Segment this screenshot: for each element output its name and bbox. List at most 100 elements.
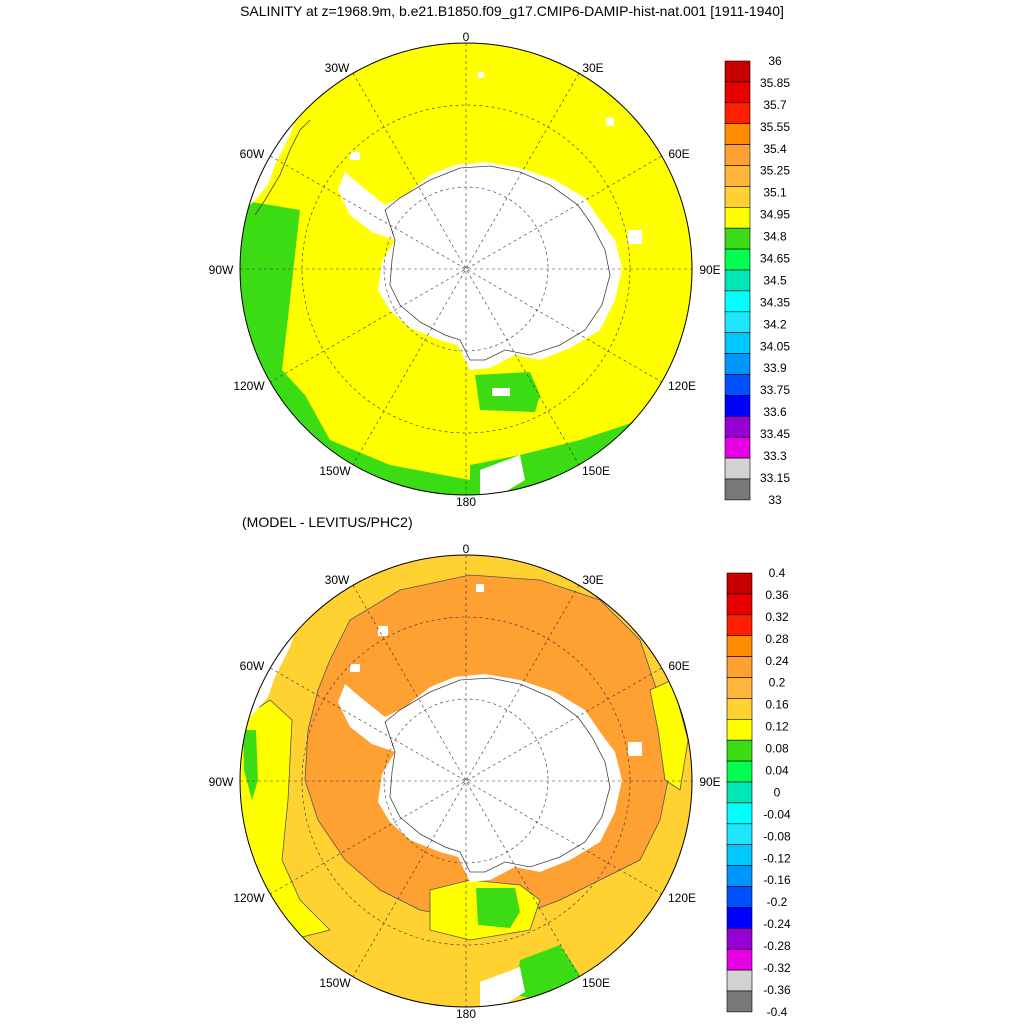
salinity-colorbar-label: 33.9 <box>763 361 787 375</box>
difference-colorbar-label: -0.36 <box>763 983 791 997</box>
salinity-colorbar-label: 33.75 <box>760 383 790 397</box>
lon-label-90w: 90W <box>209 775 234 789</box>
salinity-colorbar-label: 34.05 <box>760 339 790 353</box>
lon-label-30w: 30W <box>325 573 350 587</box>
salinity-colorbar-label: 33.15 <box>760 471 790 485</box>
difference-colorbar-swatch <box>726 593 753 616</box>
salinity-colorbar-swatch <box>724 436 751 459</box>
difference-map: 0 30E 60E 90E 120E 150E 180 150W 120W 90… <box>209 542 721 1021</box>
coastline <box>384 677 611 873</box>
difference-colorbar-label: 0 <box>774 785 781 799</box>
lon-label-90e: 90E <box>699 263 720 277</box>
salinity-colorbar-swatch <box>724 269 751 292</box>
salinity-colorbar-label: 35.85 <box>760 76 790 90</box>
lon-label-120w: 120W <box>233 379 265 393</box>
salinity-colorbar-label: 35.55 <box>760 120 790 134</box>
difference-colorbar-label: -0.12 <box>763 851 791 865</box>
salinity-colorbar-label: 36 <box>768 54 782 68</box>
lon-label-150e: 150E <box>582 464 610 478</box>
difference-colorbar-label: 0.04 <box>765 764 789 778</box>
lon-label-180: 180 <box>456 1007 476 1021</box>
difference-colorbar-swatch <box>726 990 753 1013</box>
salinity-colorbar-label: 33.3 <box>763 449 787 463</box>
difference-colorbar-label: -0.16 <box>763 873 791 887</box>
salinity-colorbar: 36 35.85 35.7 35.55 35.4 35.25 35.1 34.95 34.8 34… <box>724 54 790 507</box>
difference-colorbar-label: 0.28 <box>765 632 789 646</box>
salinity-colorbar-swatch <box>724 332 751 354</box>
difference-colorbar-label: 0.32 <box>765 610 789 624</box>
salinity-colorbar-label: 35.25 <box>760 164 790 178</box>
lon-label-0: 0 <box>463 542 470 556</box>
salinity-colorbar-swatch <box>724 123 751 145</box>
difference-colorbar-swatch <box>726 635 753 657</box>
lon-label-180: 180 <box>456 495 476 509</box>
difference-colorbar-label: 0.12 <box>765 720 789 734</box>
salinity-colorbar-swatch <box>724 311 751 333</box>
salinity-colorbar-label: 35.7 <box>763 98 787 112</box>
salinity-colorbar-swatch <box>724 395 751 417</box>
lon-label-150w: 150W <box>319 464 351 478</box>
difference-colorbar-swatch <box>726 656 753 678</box>
lon-label-120w: 120W <box>233 891 265 905</box>
salinity-colorbar-swatch <box>724 227 751 250</box>
difference-colorbar-swatch <box>726 886 753 908</box>
difference-colorbar-label: -0.2 <box>767 895 788 909</box>
salinity-colorbar-label: 35.4 <box>763 142 787 156</box>
lon-label-90w: 90W <box>209 263 234 277</box>
salinity-colorbar-swatch <box>724 165 751 187</box>
difference-colorbar-swatch <box>726 823 753 845</box>
salinity-colorbar-swatch <box>724 102 751 125</box>
lon-label-30e: 30E <box>582 573 603 587</box>
salinity-colorbar-swatch <box>724 207 751 229</box>
difference-colorbar-label: 0.2 <box>769 676 786 690</box>
salinity-colorbar-swatch <box>724 374 751 396</box>
salinity-colorbar-swatch <box>724 290 751 313</box>
salinity-colorbar-label: 34.2 <box>763 317 787 331</box>
difference-colorbar-swatch <box>726 907 753 929</box>
salinity-colorbar-swatch <box>724 186 751 208</box>
salinity-colorbar-label: 35.1 <box>763 186 787 200</box>
salinity-colorbar-label: 34.65 <box>760 252 790 266</box>
salinity-colorbar-label: 33.45 <box>760 427 790 441</box>
difference-colorbar: 0.4 0.36 0.32 0.28 0.24 0.2 0.16 0.12 0.08 0.04 0 -… <box>726 566 791 1019</box>
difference-subtitle: (MODEL - LEVITUS/PHC2) <box>242 514 413 530</box>
lon-label-60e: 60E <box>668 147 689 161</box>
difference-colorbar-swatch <box>726 698 753 720</box>
difference-colorbar-swatch <box>726 865 753 887</box>
graticule <box>240 43 692 495</box>
difference-colorbar-label: 0.16 <box>765 698 789 712</box>
plot-title: SALINITY at z=1968.9m, b.e21.B1850.f09_g… <box>240 3 784 19</box>
salinity-colorbar-label: 34.35 <box>760 295 790 309</box>
lon-label-150w: 150W <box>319 976 351 990</box>
difference-colorbar-swatch <box>726 677 753 699</box>
lon-label-150e: 150E <box>582 976 610 990</box>
salinity-colorbar-swatch <box>724 81 751 104</box>
difference-colorbar-swatch <box>726 739 753 762</box>
lon-label-30e: 30E <box>582 61 603 75</box>
lon-label-0: 0 <box>463 30 470 44</box>
salinity-colorbar-swatch <box>724 60 751 83</box>
difference-colorbar-label: -0.04 <box>763 807 791 821</box>
difference-colorbar-label: 0.36 <box>765 588 789 602</box>
coastline <box>384 165 611 361</box>
salinity-colorbar-swatch <box>724 144 751 166</box>
salinity-colorbar-label: 34.8 <box>763 230 787 244</box>
difference-colorbar-label: -0.32 <box>763 961 791 975</box>
difference-colorbar-label: 0.4 <box>769 566 786 580</box>
lon-label-60w: 60W <box>240 147 265 161</box>
difference-colorbar-swatch <box>726 927 753 950</box>
difference-colorbar-swatch <box>726 572 753 595</box>
lon-label-60w: 60W <box>240 659 265 673</box>
salinity-colorbar-label: 33.6 <box>763 405 787 419</box>
difference-colorbar-swatch <box>726 760 753 783</box>
map-border <box>239 554 693 1008</box>
near-zero-region-west <box>243 730 258 800</box>
difference-colorbar-label: -0.4 <box>767 1005 788 1019</box>
difference-colorbar-swatch <box>726 948 753 971</box>
salinity-colorbar-swatch <box>724 415 751 438</box>
lon-label-30w: 30W <box>325 61 350 75</box>
difference-colorbar-label: -0.08 <box>763 829 791 843</box>
difference-colorbar-label: -0.24 <box>763 917 791 931</box>
salinity-map: 0 30E 60E 90E 120E 150E 180 150W 120W 90… <box>209 30 721 509</box>
salinity-colorbar-label: 34.95 <box>760 208 790 222</box>
